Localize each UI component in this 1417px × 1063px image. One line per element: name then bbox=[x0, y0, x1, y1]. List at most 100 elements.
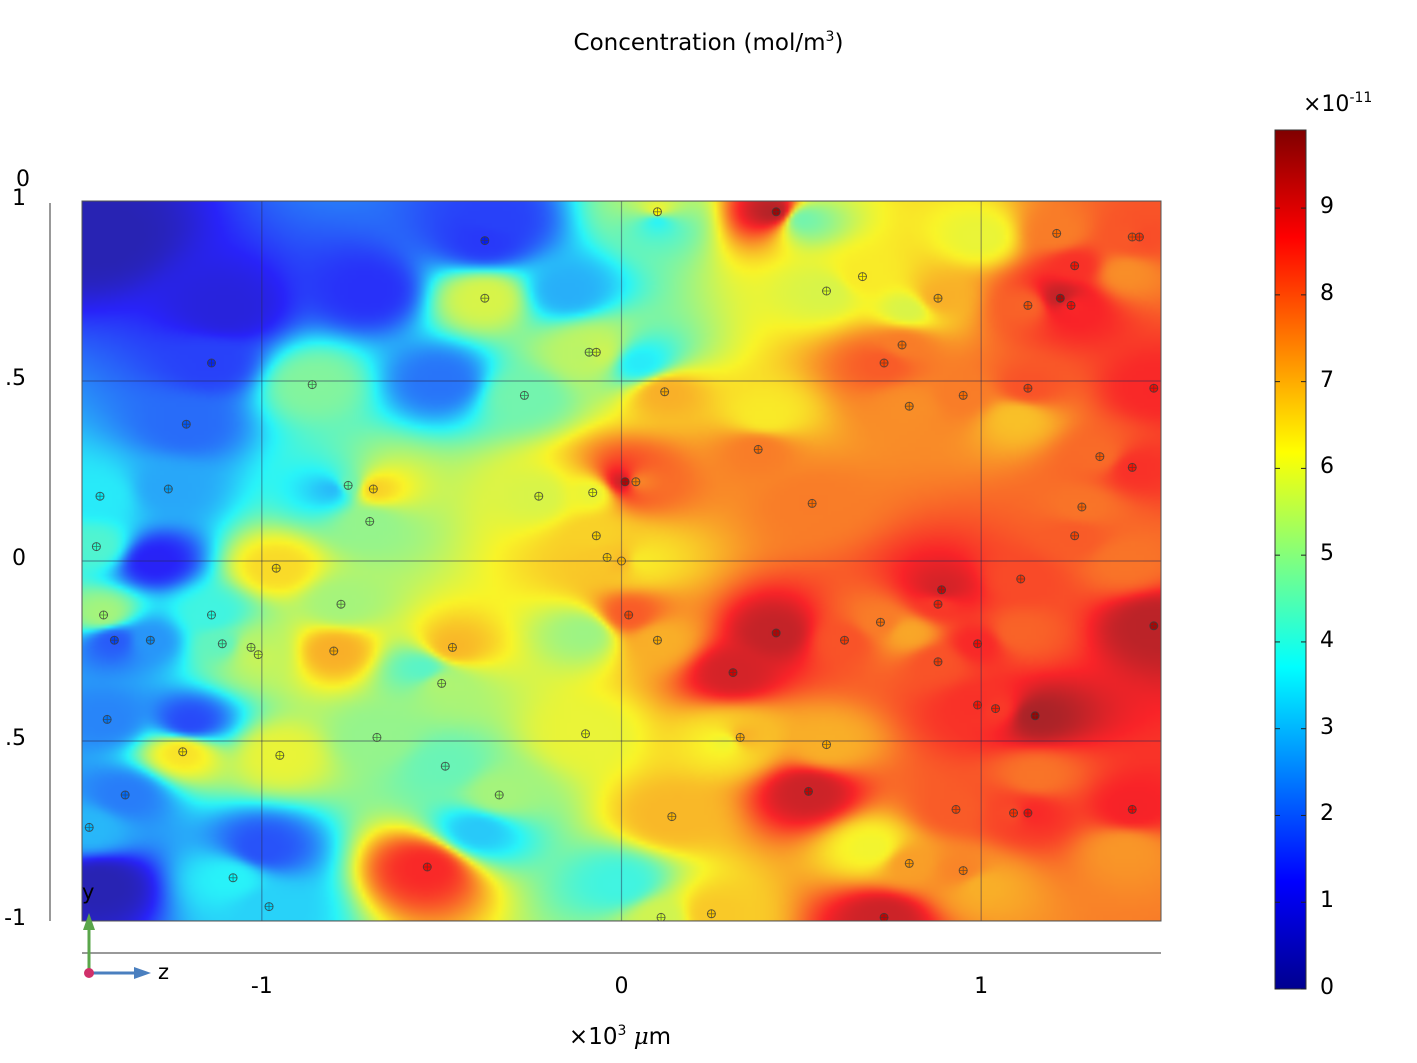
probe-point bbox=[120, 790, 130, 800]
colorbar-tick-label: 5 bbox=[1320, 541, 1334, 567]
probe-point bbox=[1077, 502, 1087, 512]
plot-border bbox=[81, 200, 1162, 922]
probe-point bbox=[264, 902, 274, 912]
y-tick-label: .5 bbox=[5, 366, 26, 391]
probe-point bbox=[1023, 808, 1033, 818]
probe-point bbox=[1009, 808, 1019, 818]
probe-point bbox=[771, 207, 781, 217]
probe-point bbox=[437, 678, 447, 688]
probe-point bbox=[667, 812, 677, 822]
chart-title: Concentration (mol/m3) bbox=[573, 29, 844, 56]
probe-point bbox=[1066, 300, 1076, 310]
probe-point bbox=[652, 207, 662, 217]
x-axis-unit: ×103 μm bbox=[568, 1023, 672, 1050]
probe-point bbox=[480, 293, 490, 303]
colorbar-ticks bbox=[1275, 207, 1306, 990]
probe-point bbox=[271, 563, 281, 573]
probe-point bbox=[897, 340, 907, 350]
probe-point bbox=[652, 635, 662, 645]
probe-point bbox=[372, 732, 382, 742]
probe-point bbox=[857, 272, 867, 282]
probe-point bbox=[822, 740, 832, 750]
probe-point bbox=[534, 491, 544, 501]
probe-point bbox=[973, 700, 983, 710]
y-tick-label: -1 bbox=[4, 906, 26, 931]
probe-point bbox=[206, 610, 216, 620]
x-tick-label: 0 bbox=[614, 974, 629, 999]
colorbar-tick-label: 3 bbox=[1320, 714, 1334, 740]
probe-point bbox=[958, 866, 968, 876]
probe-point bbox=[1134, 232, 1144, 242]
colorbar-tick-label: 0 bbox=[1320, 975, 1334, 1000]
probe-point bbox=[822, 286, 832, 296]
colorbar-tick-label: 4 bbox=[1320, 627, 1334, 653]
triad-z-label: z bbox=[158, 960, 170, 984]
probe-point bbox=[839, 635, 849, 645]
probe-point bbox=[753, 444, 763, 454]
probe-point bbox=[879, 358, 889, 368]
axes-triad bbox=[83, 913, 151, 979]
colorbar-tick-label: 7 bbox=[1320, 367, 1334, 393]
probe-point bbox=[1127, 232, 1137, 242]
probe-point bbox=[973, 639, 983, 649]
probe-point bbox=[1023, 300, 1033, 310]
x-tick-label: -1 bbox=[250, 974, 273, 999]
probe-point bbox=[591, 347, 601, 357]
probe-point bbox=[440, 761, 450, 771]
probe-point bbox=[937, 585, 947, 595]
probe-point bbox=[660, 387, 670, 397]
probe-point bbox=[951, 804, 961, 814]
probe-point bbox=[1070, 531, 1080, 541]
probe-point bbox=[624, 610, 634, 620]
probe-point bbox=[617, 556, 626, 566]
colorbar-tick-label: 8 bbox=[1320, 280, 1334, 306]
probe-points bbox=[84, 207, 1159, 921]
probe-point bbox=[933, 599, 943, 609]
probe-point bbox=[631, 477, 641, 487]
probe-point bbox=[706, 909, 716, 919]
probe-point bbox=[365, 516, 375, 526]
colorbar-multiplier: ×10-11 bbox=[1303, 90, 1373, 117]
probe-point bbox=[275, 750, 285, 760]
probe-point bbox=[1127, 462, 1137, 472]
probe-point bbox=[91, 542, 101, 552]
probe-point bbox=[591, 531, 601, 541]
probe-point bbox=[447, 642, 457, 652]
probe-point bbox=[1030, 711, 1040, 721]
probe-point bbox=[879, 912, 889, 921]
probe-point bbox=[933, 293, 943, 303]
probe-point bbox=[958, 390, 968, 400]
probe-point bbox=[494, 790, 504, 800]
probe-point bbox=[904, 858, 914, 868]
probe-point bbox=[246, 642, 256, 652]
probe-point bbox=[84, 822, 94, 832]
probe-point bbox=[480, 236, 490, 246]
probe-point bbox=[1149, 621, 1159, 631]
triad-y-label: y bbox=[82, 880, 95, 904]
probe-point bbox=[1016, 574, 1026, 584]
probe-point bbox=[991, 704, 1001, 714]
probe-point bbox=[581, 729, 591, 739]
probe-point bbox=[253, 650, 263, 660]
probe-point bbox=[181, 419, 191, 429]
colorbar-tick-label: 1 bbox=[1320, 888, 1334, 914]
probe-point bbox=[145, 635, 155, 645]
probe-point bbox=[1052, 228, 1062, 238]
probe-point bbox=[620, 477, 630, 487]
probe-point bbox=[933, 657, 943, 667]
probe-point bbox=[368, 484, 378, 494]
probe-point bbox=[336, 599, 346, 609]
probe-point bbox=[1055, 293, 1065, 303]
probe-point bbox=[728, 668, 738, 678]
y-tick-label: .5 bbox=[5, 726, 26, 751]
probe-point bbox=[804, 786, 814, 796]
probe-point bbox=[422, 862, 432, 872]
probe-point bbox=[875, 617, 885, 627]
probe-point bbox=[1023, 383, 1033, 393]
probe-point bbox=[602, 552, 612, 562]
probe-point bbox=[206, 358, 216, 368]
probe-point bbox=[99, 610, 109, 620]
probe-point bbox=[228, 873, 238, 883]
probe-point bbox=[771, 628, 781, 638]
